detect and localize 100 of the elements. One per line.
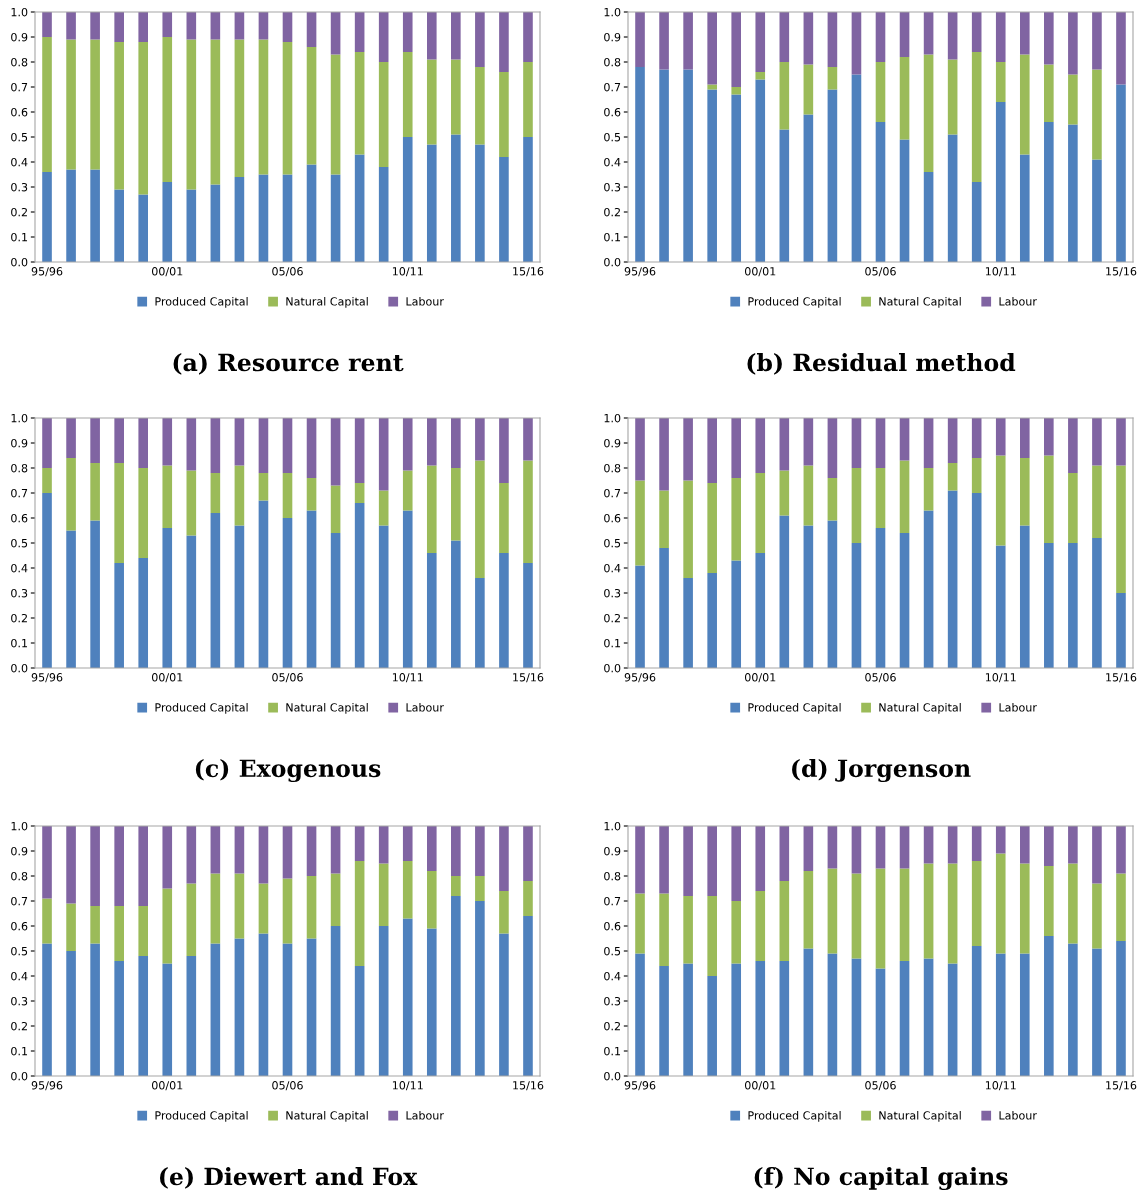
bar (1068, 124, 1078, 262)
bar (1068, 74, 1078, 125)
bar (475, 12, 485, 67)
bar (659, 418, 669, 491)
bar (475, 901, 485, 1076)
bar (306, 876, 317, 939)
bar (234, 39, 245, 177)
y-tick-label: 0.4 (11, 157, 28, 167)
bar (426, 553, 437, 668)
bar (66, 826, 76, 904)
bar (851, 958, 862, 1076)
bar (186, 956, 197, 1076)
bar (659, 69, 669, 262)
bar (162, 888, 173, 964)
bar (114, 418, 124, 463)
bar (947, 463, 958, 491)
bar (451, 59, 461, 135)
y-tick-label: 0.2 (604, 1021, 620, 1031)
bar (210, 473, 221, 513)
bar (875, 122, 886, 262)
text: (e) Diewert and Fox (160, 1167, 418, 1189)
bar (402, 418, 413, 471)
bar (947, 134, 958, 262)
bar (683, 826, 693, 896)
text: (f) No capital gains (754, 1166, 1008, 1191)
legend-label: Natural Capital (879, 1111, 961, 1122)
bar (1116, 593, 1126, 668)
bar (875, 418, 886, 468)
bar (659, 826, 669, 894)
bar (851, 543, 862, 668)
x-tick-label: 05/06 (272, 267, 303, 277)
bar (234, 418, 245, 466)
bar (402, 510, 413, 668)
x-tick-label: 15/16 (513, 267, 544, 277)
bar (330, 533, 341, 668)
bar (1092, 465, 1102, 538)
y-tick-label: 1.0 (604, 413, 621, 423)
x-tick-label: 10/11 (392, 1081, 423, 1091)
bar (995, 418, 1006, 456)
bar (659, 548, 669, 668)
bar (66, 530, 76, 668)
bar (659, 490, 669, 548)
y-tick-label: 0.6 (604, 107, 621, 117)
bar (995, 953, 1006, 1076)
bar (971, 946, 982, 1076)
bar (803, 418, 814, 466)
bar (114, 42, 124, 190)
bar (923, 418, 934, 468)
bar (330, 873, 341, 926)
bar (378, 826, 389, 864)
bar (451, 826, 461, 876)
x-tick-label: 00/01 (744, 1081, 776, 1091)
bar (923, 863, 934, 959)
bar (947, 963, 958, 1076)
bar (499, 72, 509, 157)
bar (66, 169, 76, 262)
bar (1044, 12, 1054, 65)
bar (475, 876, 485, 901)
bar (42, 12, 52, 37)
bar (923, 510, 934, 668)
bar (186, 883, 197, 956)
y-tick-label: 0.1 (11, 232, 28, 242)
bar (42, 826, 52, 899)
y-tick-label: 0.7 (604, 896, 621, 906)
bar (258, 473, 269, 501)
bar (1068, 12, 1078, 75)
y-tick-label: 0.3 (604, 182, 621, 192)
bar (1092, 12, 1102, 70)
bar (971, 182, 982, 262)
bar (138, 558, 149, 668)
bar (875, 62, 886, 122)
bar (779, 881, 790, 961)
bar (402, 918, 413, 1076)
bar (234, 465, 245, 526)
y-tick-label: 0.7 (11, 896, 28, 906)
y-tick-label: 0.4 (604, 563, 621, 573)
bar (426, 871, 437, 929)
bar (499, 891, 509, 934)
bar (523, 418, 533, 461)
bar (354, 861, 365, 966)
bar (426, 928, 437, 1076)
y-tick-label: 0.4 (11, 971, 28, 981)
bar (426, 826, 437, 871)
bar (635, 565, 645, 668)
bar (258, 500, 269, 668)
bar (114, 189, 124, 262)
bar (1116, 873, 1126, 941)
bar (354, 12, 365, 52)
bar (827, 478, 838, 521)
bar (114, 906, 124, 961)
x-tick-label: 10/11 (392, 267, 423, 277)
bar (875, 12, 886, 62)
bar (258, 826, 269, 884)
bar (1116, 12, 1126, 85)
y-tick-label: 0.9 (604, 438, 621, 448)
bar (138, 42, 149, 195)
bar (138, 194, 149, 262)
bar (1068, 863, 1078, 944)
bar (707, 976, 717, 1076)
bar (162, 826, 173, 889)
